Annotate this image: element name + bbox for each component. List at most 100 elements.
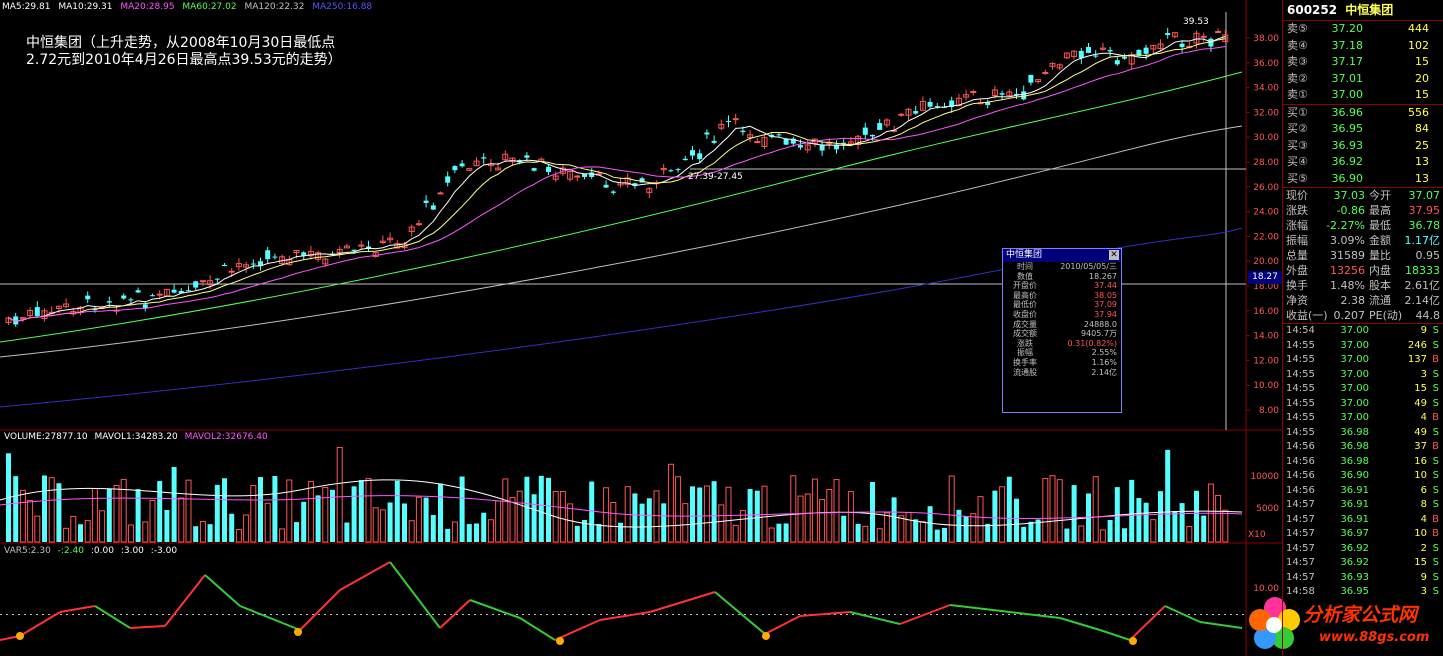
var-dotted-line: [1176, 614, 1178, 615]
ask-row[interactable]: 卖③ 37.17 15: [1283, 54, 1443, 71]
candle-body: [394, 243, 401, 249]
var-dotted-line: [366, 614, 368, 615]
volume-bar: [639, 503, 645, 542]
tick-row[interactable]: 14:55 37.00 49 S: [1283, 397, 1443, 412]
var-dotted-line: [1050, 614, 1052, 615]
var-dotted-line: [846, 614, 848, 615]
var-dotted-line: [504, 614, 506, 615]
tick-side: B: [1432, 354, 1439, 365]
popup-value: 2.55%: [1091, 348, 1117, 358]
var-segment: [1059, 617, 1101, 631]
popup-title-bar[interactable]: 中恒集团 ✕: [1003, 249, 1121, 262]
tick-volume: 6: [1420, 484, 1427, 496]
candle-body: [27, 309, 34, 317]
var-dotted-line: [948, 614, 950, 615]
tick-volume: 2: [1420, 542, 1427, 554]
ask-row[interactable]: 卖① 37.00 15: [1283, 87, 1443, 104]
var-dotted-line: [1188, 614, 1190, 615]
candle-body: [524, 155, 530, 158]
var-dotted-line: [360, 614, 362, 615]
tick-row[interactable]: 14:54 37.00 9 S: [1283, 324, 1443, 339]
var-dotted-line: [60, 614, 62, 615]
tick-row[interactable]: 14:56 36.98 16 S: [1283, 455, 1443, 470]
bid-row[interactable]: 买⑤ 36.90 13: [1283, 171, 1443, 188]
volume-bar: [264, 502, 271, 543]
candle-body: [711, 140, 717, 143]
var-dotted-line: [708, 614, 710, 615]
var-dotted-line: [12, 614, 14, 615]
var-dotted-line: [834, 614, 836, 615]
var-dotted-line: [546, 614, 548, 615]
tick-row[interactable]: 14:56 36.98 37 B: [1283, 440, 1443, 455]
var-dotted-line: [36, 614, 38, 615]
stat-value: -0.86: [1336, 204, 1365, 217]
ask-row[interactable]: 卖② 37.01 20: [1283, 71, 1443, 88]
ask-row[interactable]: 卖⑤ 37.20 444: [1283, 21, 1443, 38]
volume-bar: [718, 504, 725, 543]
tick-row[interactable]: 14:55 37.00 3 S: [1283, 368, 1443, 383]
data-info-popup[interactable]: 中恒集团 ✕ 时间 2010/05/05/三 数值 18.267 开盘价 37.44 最高价…: [1002, 248, 1122, 413]
tick-time: 14:55: [1286, 354, 1315, 365]
bid-row[interactable]: 买④ 36.92 13: [1283, 154, 1443, 171]
ask-row[interactable]: 卖④ 37.18 102: [1283, 38, 1443, 55]
volume-bar: [372, 507, 379, 543]
var-dotted-line: [588, 614, 590, 615]
volume-bar: [697, 487, 703, 542]
var-dotted-line: [594, 614, 596, 615]
tick-time: 14:57: [1286, 499, 1315, 510]
tick-row[interactable]: 14:57 36.97 10 B: [1283, 527, 1443, 542]
bid-row[interactable]: 买① 36.96 556: [1283, 105, 1443, 122]
stat-value: 0.95: [1415, 249, 1441, 262]
candle-body: [955, 97, 962, 107]
tick-list[interactable]: 14:54 37.00 9 S 14:55 37.00 246 S 14:55 37.00 137 B…: [1283, 324, 1443, 600]
var-dotted-line: [492, 614, 494, 615]
tick-row[interactable]: 14:56 36.90 10 S: [1283, 469, 1443, 484]
stock-header[interactable]: 600252 中恒集团: [1283, 0, 1443, 21]
tick-time: 14:57: [1286, 542, 1315, 554]
candle-body: [913, 111, 919, 114]
kline-chart-canvas[interactable]: 38.00 36.00 34.00 32.00 30.00 28.00 26.00 24.00…: [0, 0, 1282, 656]
ma10-line: [8, 38, 1226, 322]
var-dotted-line: [432, 614, 434, 615]
volume-bar: [84, 520, 91, 543]
bid-row[interactable]: 买② 36.95 84: [1283, 121, 1443, 138]
candle-body: [1165, 33, 1171, 36]
tick-volume: 37: [1414, 441, 1427, 452]
candle-body: [186, 290, 191, 292]
tick-row[interactable]: 14:57 36.92 2 S: [1283, 542, 1443, 557]
tick-row[interactable]: 14:55 36.98 49 S: [1283, 426, 1443, 441]
candle-body: [639, 178, 645, 183]
tick-row[interactable]: 14:57 36.91 4 B: [1283, 513, 1443, 528]
tick-row[interactable]: 14:55 37.00 137 B: [1283, 353, 1443, 368]
popup-value: 24888.0: [1083, 319, 1117, 329]
tick-row[interactable]: 14:55 37.00 4 B: [1283, 411, 1443, 426]
candle-body: [1078, 50, 1084, 59]
volume-bar: [610, 502, 617, 543]
tick-row[interactable]: 14:57 36.92 15 S: [1283, 556, 1443, 571]
var-segment: [1199, 621, 1243, 629]
var-dotted-line: [288, 614, 290, 615]
tick-price: 37.00: [1340, 383, 1369, 394]
var-dotted-line: [1152, 614, 1154, 615]
candle-body: [135, 290, 141, 293]
bid-price: 36.93: [1331, 138, 1364, 152]
popup-key: 换手率: [1013, 357, 1037, 367]
volume-bar: [582, 519, 587, 542]
tick-row[interactable]: 14:55 37.00 15 S: [1283, 382, 1443, 397]
candle-body: [790, 138, 796, 144]
tick-row[interactable]: 14:55 37.00 246 S: [1283, 339, 1443, 354]
tick-row[interactable]: 14:58 36.95 3 S: [1283, 585, 1443, 600]
ask-volume: 20: [1415, 71, 1429, 85]
tick-row[interactable]: 14:57 36.93 9 S: [1283, 571, 1443, 586]
bid-row[interactable]: 买③ 36.93 25: [1283, 138, 1443, 155]
var-segment: [899, 604, 951, 625]
tick-row[interactable]: 14:56 36.91 6 S: [1283, 484, 1443, 499]
close-icon[interactable]: ✕: [1109, 250, 1119, 260]
volume-bar: [1006, 476, 1012, 542]
volume-bar: [42, 475, 47, 542]
candle-body: [582, 173, 587, 178]
tick-row[interactable]: 14:57 36.91 8 S: [1283, 498, 1443, 513]
candle-body: [459, 163, 465, 167]
var-dotted-line: [1020, 614, 1022, 615]
